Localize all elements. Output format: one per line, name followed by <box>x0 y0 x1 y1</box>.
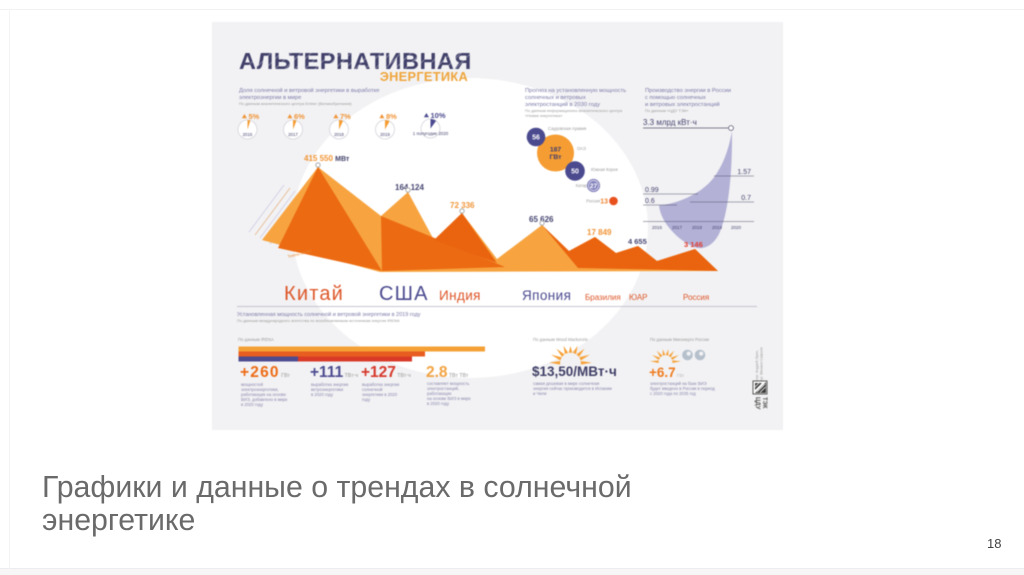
svg-text:мощностей: мощностей <box>241 382 264 387</box>
svg-text:Производство энергии в России: Производство энергии в России <box>645 88 731 94</box>
svg-text:ЭНЕРГЕТИКА: ЭНЕРГЕТИКА <box>380 69 468 84</box>
svg-text:Доля солнечной и ветровой энер: Доля солнечной и ветровой энергетики в в… <box>239 87 379 94</box>
svg-text:Россия: Россия <box>586 199 600 204</box>
svg-text:415 550 МВт: 415 550 МВт <box>304 154 350 163</box>
svg-text:ЮАР: ЮАР <box>629 293 648 302</box>
svg-text:Саудовская Аравия: Саудовская Аравия <box>548 126 586 131</box>
svg-text:энергия сейчас производится в: энергия сейчас производится в Испании <box>533 386 612 391</box>
svg-text:ВИЭ, добавлено в мире: ВИЭ, добавлено в мире <box>241 397 288 402</box>
svg-text:1.57: 1.57 <box>737 169 751 176</box>
svg-text:+6.7 ГВт: +6.7 ГВт <box>649 365 684 380</box>
svg-text:энергетики в 2020: энергетики в 2020 <box>362 392 398 397</box>
svg-text:Япония: Япония <box>522 288 571 303</box>
svg-text:ветроэнергетики: ветроэнергетики <box>311 387 344 392</box>
svg-text:Индия: Индия <box>439 288 481 303</box>
svg-text:«Новая энергетика»: «Новая энергетика» <box>525 113 563 118</box>
svg-text:выработка энергии: выработка энергии <box>311 382 349 387</box>
svg-text:2016: 2016 <box>652 225 663 230</box>
svg-text:187: 187 <box>550 147 562 154</box>
svg-text:в 2020 году: в 2020 году <box>311 392 334 397</box>
svg-text:самая дешевая в мире солнечная: самая дешевая в мире солнечная <box>533 381 599 386</box>
svg-text:выработка энергии: выработка энергии <box>362 382 400 387</box>
svg-text:По данным IRENA: По данным IRENA <box>238 337 274 342</box>
svg-text:65 626: 65 626 <box>529 215 554 224</box>
svg-text:и ветровых электростанций: и ветровых электростанций <box>645 101 720 108</box>
svg-text:+260 ГВт: +260 ГВт <box>240 364 290 381</box>
svg-text:составляет мощность: составляет мощность <box>427 381 470 386</box>
svg-text:солнечной: солнечной <box>362 387 383 392</box>
svg-text:0.99: 0.99 <box>645 187 659 194</box>
svg-text:72 336: 72 336 <box>450 201 475 210</box>
svg-text:солнечных и ветровых: солнечных и ветровых <box>525 95 586 101</box>
svg-text:56: 56 <box>532 135 540 142</box>
svg-text:электростанций в 2030 году: электростанций в 2030 году <box>525 101 600 108</box>
svg-text:Установленная мощность солнечн: Установленная мощность солнечной и ветро… <box>237 311 421 318</box>
svg-text:с 2020 года по 2035 год: с 2020 года по 2035 год <box>650 391 696 396</box>
svg-text:редактор: Михаил Сафоня: редактор: Михаил Сафоня <box>760 347 764 392</box>
svg-text:17 849: 17 849 <box>587 228 612 237</box>
svg-text:3.3 млрд кВт·ч: 3.3 млрд кВт·ч <box>643 118 697 127</box>
svg-text:и Чили: и Чили <box>533 391 547 396</box>
svg-text:По данным информационно-аналит: По данным информационно-аналитического ц… <box>525 108 623 113</box>
svg-text:10%: 10% <box>431 111 446 120</box>
svg-text:2018: 2018 <box>692 225 703 230</box>
svg-text:По данным аналитического центр: По данным аналитического центра Ember (В… <box>239 101 352 106</box>
svg-text:работающих на основе: работающих на основе <box>241 392 287 397</box>
svg-text:работающих: работающих <box>427 391 452 396</box>
svg-text:электростанций на базе ВИЭ: электростанций на базе ВИЭ <box>650 381 707 386</box>
svg-text:0.7: 0.7 <box>741 195 751 202</box>
svg-text:По данным международного агент: По данным международного агентства по во… <box>237 318 400 323</box>
svg-text:электростанций,: электростанций, <box>427 386 459 391</box>
svg-text:2018: 2018 <box>334 132 344 137</box>
svg-text:4 655: 4 655 <box>628 237 647 246</box>
svg-text:8%: 8% <box>386 112 397 121</box>
svg-text:США: США <box>379 283 429 305</box>
svg-text:Темпы ВИЭС: Темпы ВИЭС <box>287 248 312 259</box>
svg-text:$13,50/МВт·ч: $13,50/МВт·ч <box>532 364 617 379</box>
svg-text:ГВт: ГВт <box>549 154 562 161</box>
svg-text:ОАЭ: ОАЭ <box>577 146 586 151</box>
svg-text:в 2020 году: в 2020 году <box>241 402 264 407</box>
svg-text:году: году <box>362 397 371 402</box>
svg-text:0.6: 0.6 <box>645 198 655 205</box>
svg-text:3 146: 3 146 <box>684 240 703 249</box>
svg-text:2016: 2016 <box>243 132 253 137</box>
svg-text:Южная Корея: Южная Корея <box>591 167 618 172</box>
svg-text:Катар: Катар <box>576 183 588 188</box>
svg-text:По данным «ЦДУ ТЭК»: По данным «ЦДУ ТЭК» <box>645 108 689 113</box>
svg-text:ЦДУ: ЦДУ <box>754 397 760 410</box>
svg-text:Россия: Россия <box>683 293 709 302</box>
svg-text:электроэнергетики,: электроэнергетики, <box>241 387 279 392</box>
svg-text:По данным Wood Mackenzie: По данным Wood Mackenzie <box>533 337 589 342</box>
svg-text:5%: 5% <box>249 112 260 121</box>
svg-text:АЛЬТЕРНАТИВНАЯ: АЛЬТЕРНАТИВНАЯ <box>239 48 472 74</box>
svg-text:в 2020 году: в 2020 году <box>427 401 450 406</box>
svg-text:с помощью солнечных: с помощью солнечных <box>645 95 706 101</box>
svg-text:2019: 2019 <box>380 132 390 137</box>
svg-text:2017: 2017 <box>672 225 683 230</box>
svg-text:13: 13 <box>600 199 608 206</box>
svg-text:2017: 2017 <box>288 132 298 137</box>
svg-text:ТЭК: ТЭК <box>761 397 767 409</box>
svg-text:50: 50 <box>571 169 579 176</box>
svg-text:Китай: Китай <box>284 283 344 305</box>
svg-text:27: 27 <box>590 183 598 190</box>
svg-text:164 124: 164 124 <box>395 183 424 192</box>
svg-text:1 полугодие 2020: 1 полугодие 2020 <box>413 131 449 136</box>
svg-text:6%: 6% <box>294 112 305 121</box>
svg-text:7%: 7% <box>340 112 351 121</box>
svg-text:будет введено в России в перио: будет введено в России в период <box>650 386 715 391</box>
svg-text:По данным Минэнерго России: По данным Минэнерго России <box>650 337 710 342</box>
svg-text:2019: 2019 <box>712 225 723 230</box>
svg-text:Бразилия: Бразилия <box>585 293 621 302</box>
svg-text:на основе ВИЭ в мире: на основе ВИЭ в мире <box>427 396 471 401</box>
svg-text:электроэнергии в мире: электроэнергии в мире <box>239 95 301 101</box>
svg-text:Продюсер: Андрей Орех,: Продюсер: Андрей Орех, <box>755 350 759 392</box>
svg-text:Прогноз на установленную мощно: Прогноз на установленную мощность <box>525 88 626 94</box>
svg-text:2020: 2020 <box>731 225 742 230</box>
